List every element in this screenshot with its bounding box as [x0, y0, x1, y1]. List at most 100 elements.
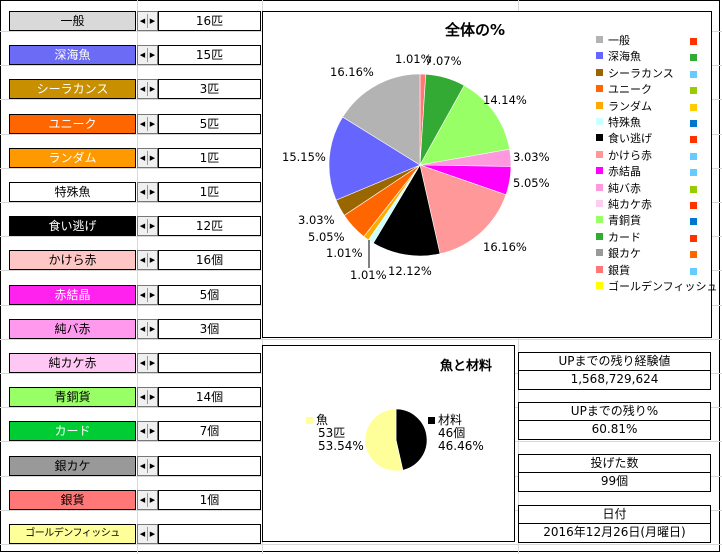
legend-label: かけら赤: [608, 148, 652, 162]
legend-marker: [690, 169, 697, 177]
spin-left-icon[interactable]: ◀: [138, 424, 148, 438]
pie-value-label: 1.01%: [395, 52, 432, 66]
spin-left-icon[interactable]: ◀: [138, 527, 148, 541]
spin-left-icon[interactable]: ◀: [138, 390, 148, 404]
legend-item: 純バ赤: [596, 181, 697, 196]
item-count: 5個: [158, 285, 261, 305]
spin-right-icon[interactable]: ▶: [149, 427, 156, 435]
item-row: 純カケ赤 ◀ ▶: [0, 353, 262, 375]
item-count: [158, 524, 261, 544]
pie-value-label: 1.01%: [350, 268, 387, 282]
item-spinner[interactable]: ◀ ▶: [137, 524, 158, 544]
item-count: 1匹: [158, 182, 261, 202]
spin-left-icon[interactable]: ◀: [138, 322, 148, 336]
item-row: 深海魚 ◀ ▶ 15匹: [0, 45, 262, 67]
legend-swatch: [596, 183, 603, 191]
spin-right-icon[interactable]: ▶: [149, 496, 156, 504]
item-label: ゴールデンフィッシュ: [9, 524, 136, 544]
item-row: 銀貨 ◀ ▶ 1個: [0, 490, 262, 512]
spin-right-icon[interactable]: ▶: [149, 256, 156, 264]
item-spinner[interactable]: ◀ ▶: [137, 79, 158, 99]
legend-marker: [690, 54, 697, 62]
legend-marker: [690, 38, 697, 45]
spin-right-icon[interactable]: ▶: [149, 325, 156, 333]
legend-marker: [690, 234, 697, 242]
fish-name: 魚: [316, 413, 329, 427]
legend-label: ランダム: [608, 99, 652, 113]
spin-left-icon[interactable]: ◀: [138, 356, 148, 370]
legend-item: 銀カケ: [596, 247, 697, 261]
date-cell: 日付 2016年12月26日(月曜日): [518, 505, 711, 543]
item-spinner[interactable]: ◀ ▶: [137, 148, 158, 168]
item-spinner[interactable]: ◀ ▶: [137, 421, 158, 441]
spin-left-icon[interactable]: ◀: [138, 14, 148, 28]
item-row: 青銅貨 ◀ ▶ 14個: [0, 387, 262, 409]
legend-marker: [690, 251, 697, 259]
item-row: 銀カケ ◀ ▶: [0, 456, 262, 478]
spin-right-icon[interactable]: ▶: [149, 188, 156, 196]
item-spinner[interactable]: ◀ ▶: [137, 11, 158, 31]
spin-right-icon[interactable]: ▶: [149, 154, 156, 162]
item-spinner[interactable]: ◀ ▶: [137, 182, 158, 202]
item-spinner[interactable]: ◀ ▶: [137, 285, 158, 305]
spin-right-icon[interactable]: ▶: [149, 291, 156, 299]
spin-right-icon[interactable]: ▶: [149, 222, 156, 230]
spin-right-icon[interactable]: ▶: [149, 51, 156, 59]
fish-pct: 53.54%: [318, 439, 364, 453]
legend-marker: [690, 70, 697, 78]
legend-label: 純カケ赤: [608, 198, 652, 211]
legend-label: 銀貨: [608, 263, 630, 277]
item-row: 食い逃げ ◀ ▶ 12匹: [0, 216, 262, 238]
spin-right-icon[interactable]: ▶: [149, 462, 156, 470]
spin-right-icon[interactable]: ▶: [149, 120, 156, 128]
item-row: ランダム ◀ ▶ 1匹: [0, 148, 262, 170]
legend-swatch: [596, 265, 603, 273]
spin-left-icon[interactable]: ◀: [138, 253, 148, 267]
thrown-count-cell: 投げた数 99個: [518, 454, 711, 492]
legend-marker: [690, 202, 697, 209]
item-label: 銀貨: [9, 490, 136, 510]
item-spinner[interactable]: ◀ ▶: [137, 319, 158, 339]
legend-swatch: [596, 85, 603, 93]
item-spinner[interactable]: ◀ ▶: [137, 216, 158, 236]
spin-right-icon[interactable]: ▶: [149, 17, 156, 25]
pie-value-label: 12.12%: [388, 264, 432, 278]
item-count: 16個: [158, 250, 261, 270]
spin-left-icon[interactable]: ◀: [138, 219, 148, 233]
spin-right-icon[interactable]: ▶: [149, 530, 156, 538]
item-spinner[interactable]: ◀ ▶: [137, 45, 158, 65]
gridline-h: [0, 544, 722, 545]
item-spinner[interactable]: ◀ ▶: [137, 353, 158, 373]
main-pie-title: 全体の%: [444, 21, 506, 39]
legend-swatch: [596, 200, 603, 207]
spin-left-icon[interactable]: ◀: [138, 82, 148, 96]
item-spinner[interactable]: ◀ ▶: [137, 114, 158, 134]
item-spinner[interactable]: ◀ ▶: [137, 456, 158, 476]
legend-label: 純バ赤: [608, 181, 641, 195]
spin-right-icon[interactable]: ▶: [149, 85, 156, 93]
spin-left-icon[interactable]: ◀: [138, 151, 148, 165]
legend-item: 赤結晶: [596, 165, 697, 179]
legend-swatch: [596, 36, 603, 43]
item-spinner[interactable]: ◀ ▶: [137, 387, 158, 407]
spin-left-icon[interactable]: ◀: [138, 493, 148, 507]
item-row: 一般 ◀ ▶ 16匹: [0, 11, 262, 33]
legend-marker: [690, 87, 697, 95]
legend-swatch: [596, 167, 603, 175]
legend-label: 深海魚: [608, 50, 641, 64]
item-spinner[interactable]: ◀ ▶: [137, 490, 158, 510]
legend-swatch: [596, 68, 603, 76]
pie-value-label: 3.03%: [513, 150, 550, 164]
spin-right-icon[interactable]: ▶: [149, 393, 156, 401]
spin-left-icon[interactable]: ◀: [138, 459, 148, 473]
item-spinner[interactable]: ◀ ▶: [137, 250, 158, 270]
spin-left-icon[interactable]: ◀: [138, 288, 148, 302]
pie-value-label: 15.15%: [282, 150, 326, 164]
legend-item: 食い逃げ: [596, 132, 697, 146]
spin-right-icon[interactable]: ▶: [149, 359, 156, 367]
spin-left-icon[interactable]: ◀: [138, 48, 148, 62]
spin-left-icon[interactable]: ◀: [138, 185, 148, 199]
item-row: ゴールデンフィッシュ ◀ ▶: [0, 524, 262, 546]
spin-left-icon[interactable]: ◀: [138, 117, 148, 131]
material-count: 46個: [438, 426, 466, 440]
